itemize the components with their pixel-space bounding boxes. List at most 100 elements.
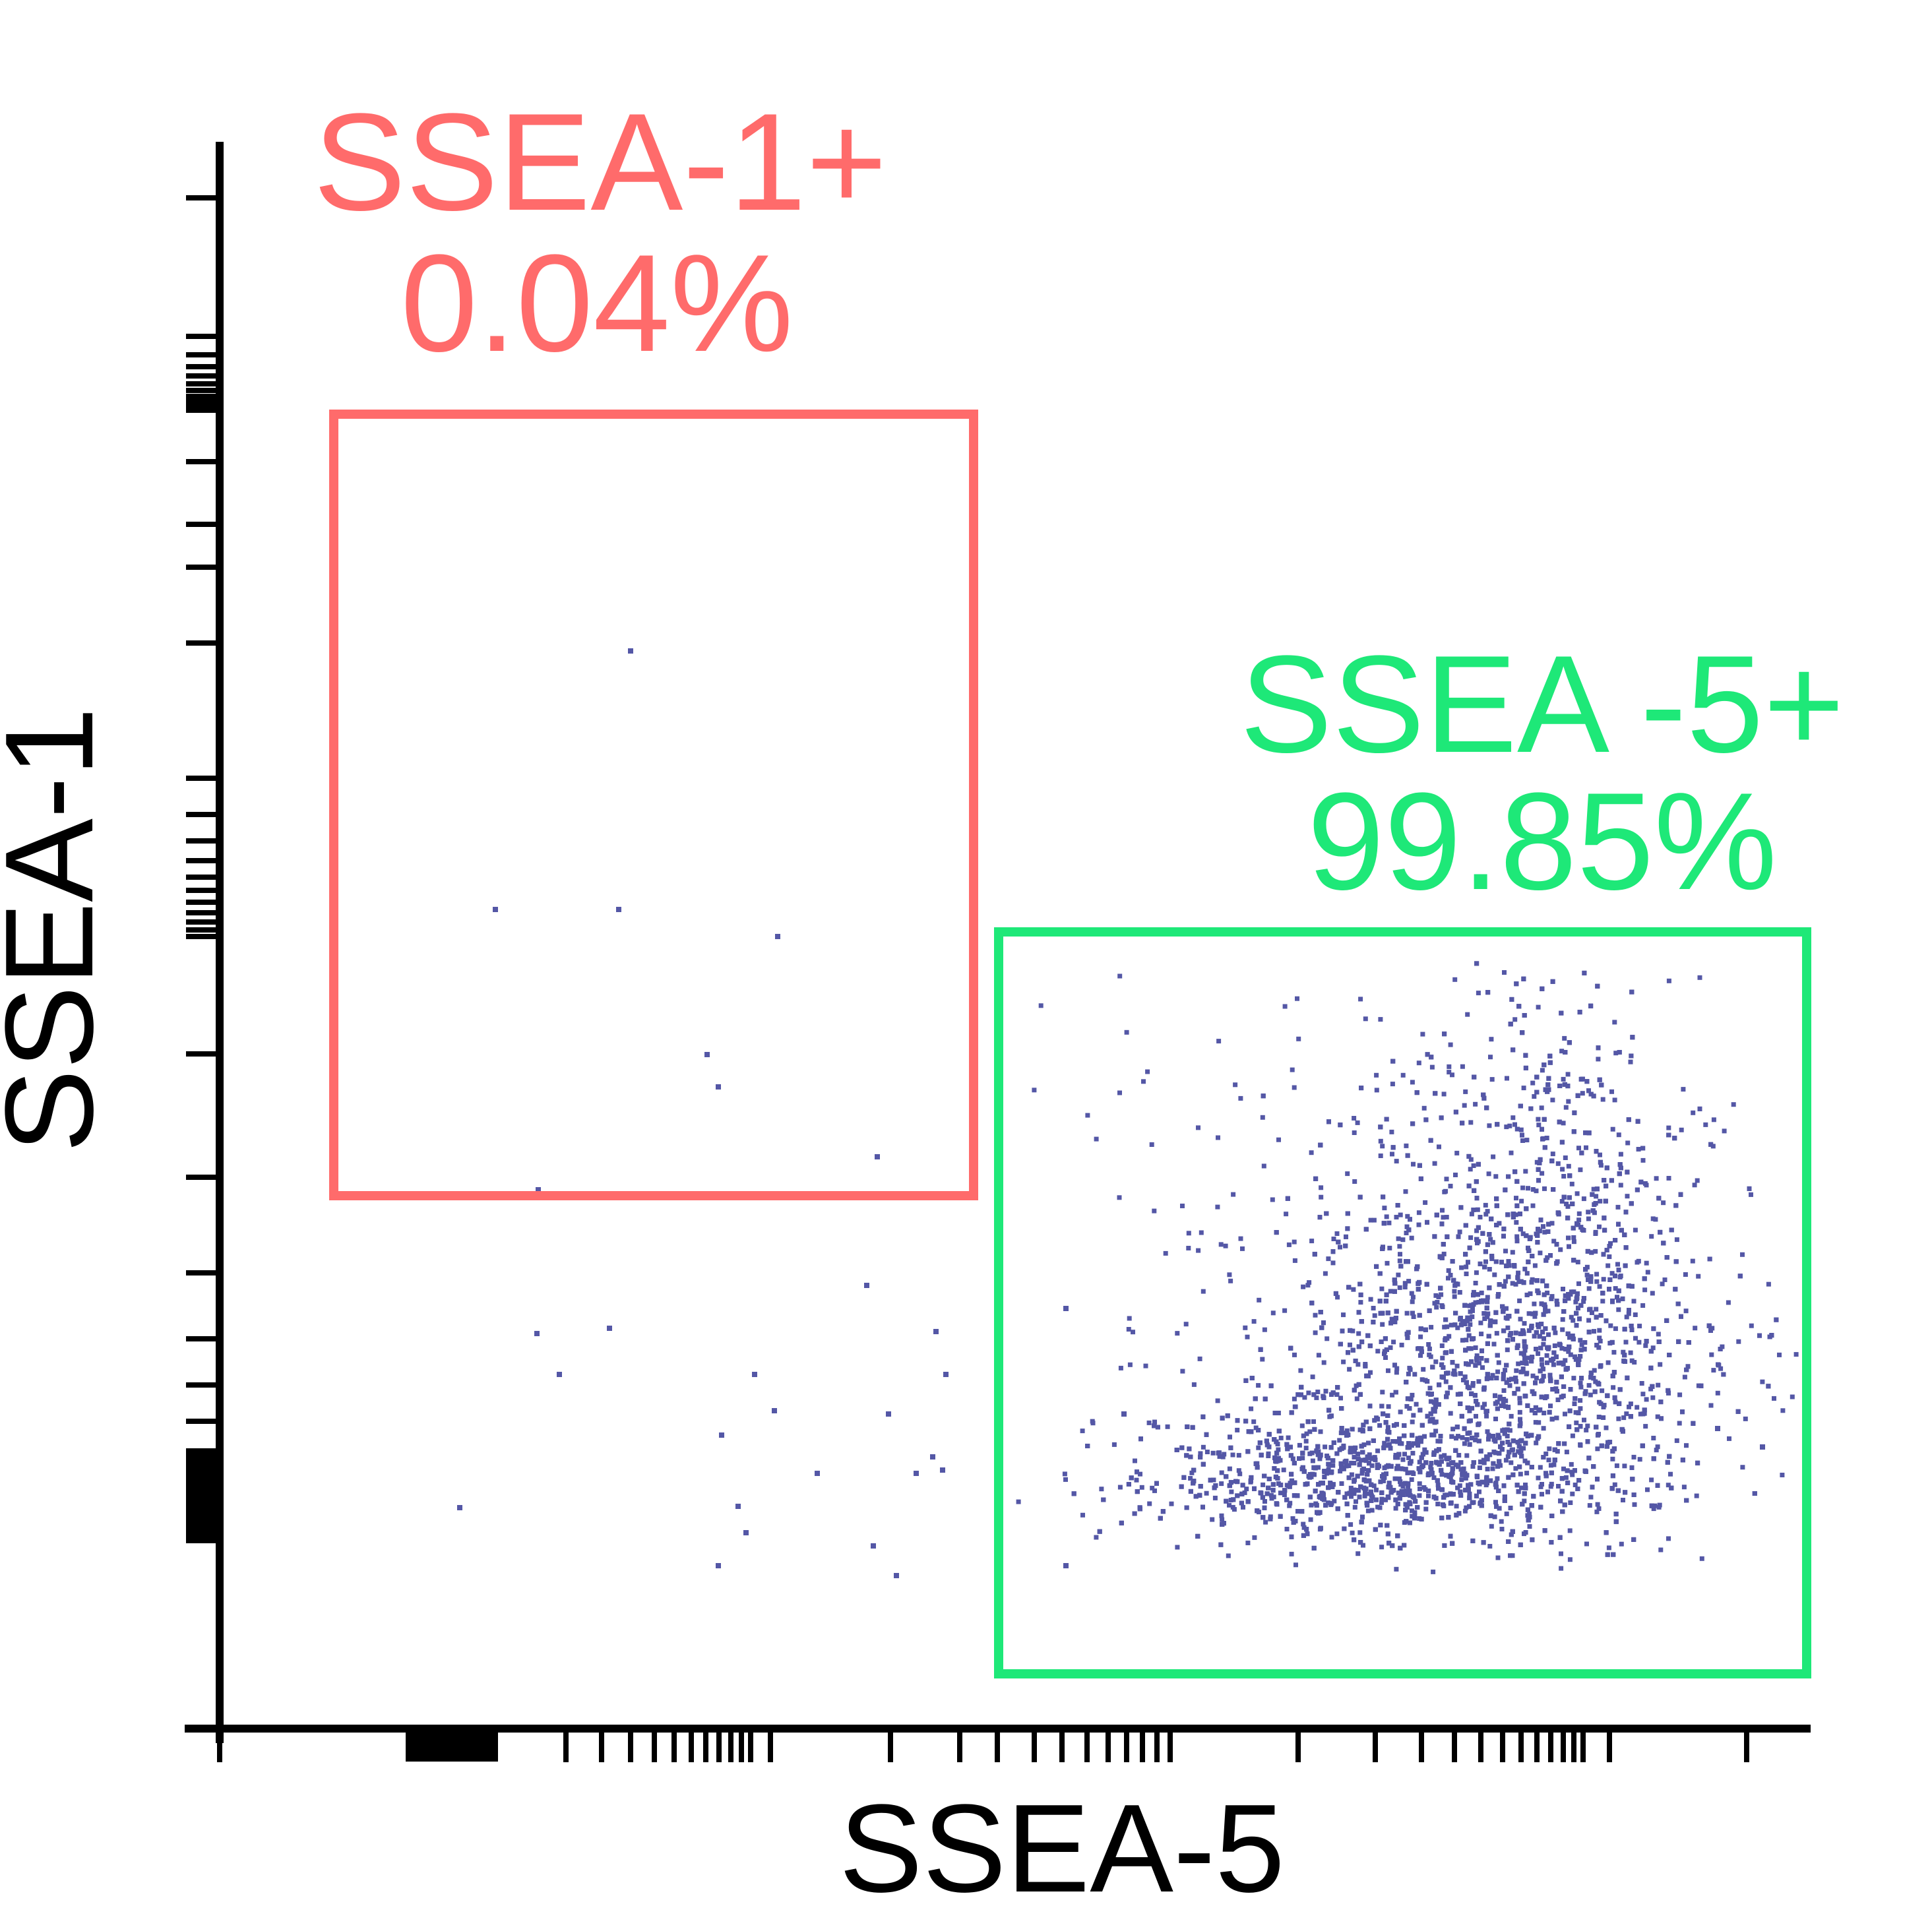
event-point [1636,1147,1641,1152]
event-point [1341,1443,1346,1448]
event-point [1439,1115,1444,1121]
event-point [1469,1212,1474,1217]
event-point [1336,1490,1341,1495]
event-point [1652,1503,1658,1508]
event-point [1349,1494,1354,1499]
event-point [1427,1352,1432,1357]
event-point [1278,1435,1284,1440]
event-point [1365,1333,1371,1338]
event-point [1501,1399,1506,1405]
event-point [1204,1450,1210,1454]
event-point [1282,1488,1288,1493]
event-point [1398,1252,1402,1257]
event-point [1534,1440,1539,1446]
event-point [1301,1533,1306,1538]
event-point [1501,1388,1507,1393]
event-point [1629,1327,1635,1332]
event-point [1536,1408,1542,1413]
event-point [1604,1530,1609,1535]
event-point [1491,1341,1497,1347]
event-point [1330,1485,1335,1489]
event-point [1097,1529,1102,1534]
event-point [1398,1264,1404,1269]
event-point [1345,1226,1350,1231]
event-point [1502,1494,1507,1500]
event-point [1524,1138,1530,1143]
event-point [1579,1342,1584,1347]
event-point [1523,1053,1528,1058]
event-point [1416,1061,1421,1066]
event-point [1518,1417,1522,1422]
event-point [1650,1384,1655,1389]
event-point [1325,1456,1330,1461]
event-point [1516,1489,1521,1494]
event-point [1539,1301,1544,1307]
event-point [1348,1449,1353,1454]
event-point [1495,1432,1501,1438]
event-point [1586,1318,1592,1323]
event-point [1610,1456,1615,1461]
event-point [1542,1411,1547,1415]
event-point [1383,1299,1388,1304]
event-point [1540,1482,1544,1487]
event-point [1569,1314,1574,1320]
event-point [1544,1394,1549,1399]
event-point [1613,1512,1619,1517]
event-point [1573,1396,1578,1401]
event-point [1501,1376,1506,1382]
event-point [1541,1312,1546,1317]
event-point [1473,1363,1478,1368]
event-point [1541,1341,1546,1347]
event-point [1601,1252,1606,1257]
event-point [1160,1509,1166,1514]
event-point [1586,1216,1591,1221]
event-point [1446,1462,1451,1467]
event-point [1468,1120,1474,1125]
event-point [1496,1489,1501,1493]
event-point [1563,1358,1568,1363]
event-point [1491,1154,1496,1159]
event-point [1594,1307,1599,1312]
event-point [1477,1361,1481,1366]
event-point [1655,1444,1660,1450]
event-point [1392,1281,1398,1286]
event-point [1518,1103,1523,1109]
event-point [1640,1146,1646,1151]
event-point [1518,1542,1523,1547]
event-point [1508,1022,1513,1027]
event-point [1737,1274,1743,1279]
event-point [1372,1455,1377,1460]
event-point [1101,1497,1106,1502]
event-point [1470,1336,1475,1341]
event-point [1181,1475,1187,1480]
event-point [1454,1512,1459,1518]
event-point [1393,1455,1398,1460]
event-point [1486,1432,1491,1438]
event-point [1576,1146,1581,1151]
event-point [1418,1176,1423,1181]
event-point [1475,1402,1480,1407]
event-point [1426,1489,1431,1493]
event-point [1404,1380,1409,1385]
event-point [1539,1357,1544,1362]
event-point [1452,1289,1457,1294]
event-point [1448,1491,1453,1496]
event-point [1495,1353,1500,1358]
event-point [1322,1469,1327,1474]
event-point [1437,1447,1441,1452]
event-point [1489,1523,1494,1529]
event-point [1518,1316,1523,1322]
event-point [1334,1531,1340,1537]
event-point [1366,1468,1371,1473]
event-point [1342,1460,1348,1465]
event-point [1220,1415,1225,1421]
event-point [1494,1375,1499,1380]
event-point [1695,1178,1700,1183]
event-point [1629,989,1635,995]
event-point [1459,1477,1464,1483]
event-point [1410,1299,1415,1305]
event-point [1423,1506,1429,1512]
event-point [1394,1422,1399,1427]
event-point [1673,1259,1679,1264]
